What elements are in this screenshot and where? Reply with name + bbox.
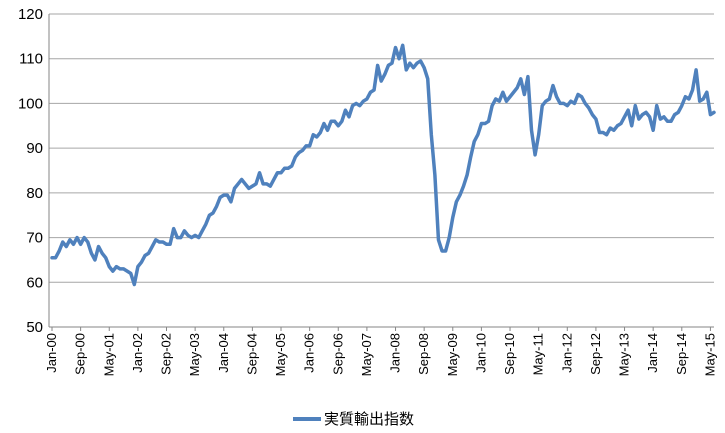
x-tick-label: Jan-00 (44, 333, 59, 373)
x-tick-label: Jan-04 (216, 333, 231, 373)
gridlines (49, 13, 714, 283)
y-tick-label: 60 (26, 274, 43, 291)
x-tick-label: May-09 (445, 333, 460, 376)
y-tick-label: 110 (19, 51, 43, 68)
x-tick-label: Sep-06 (330, 333, 345, 375)
legend-label: 実質輸出指数 (324, 410, 414, 428)
x-tick-label: Sep-00 (73, 333, 88, 375)
legend: 実質輸出指数 (293, 410, 414, 428)
series-layer (50, 43, 716, 287)
x-tick-label: May-15 (702, 333, 717, 376)
x-tick-label: Jan-12 (559, 333, 574, 373)
x-axis-tick-labels: Jan-00 Sep-00 May-01 Jan-02 Sep-02 May-03 Jan-… (44, 333, 717, 376)
x-tick-label: May-05 (273, 333, 288, 376)
x-tick-label: Jan-08 (388, 333, 403, 373)
x-tick-label: Jan-02 (130, 333, 145, 373)
x-tick-label: Sep-14 (674, 333, 689, 375)
y-tick-label: 80 (26, 185, 43, 202)
x-tick-label: Sep-08 (416, 333, 431, 375)
x-tick-label: Sep-10 (502, 333, 517, 375)
y-tick-label: 90 (26, 140, 43, 157)
x-tick-label: May-13 (617, 333, 632, 376)
x-tick-label: Sep-04 (244, 333, 259, 375)
x-tick-label: Sep-02 (159, 333, 174, 375)
y-tick-label: 100 (18, 95, 43, 112)
x-tick-label: May-07 (359, 333, 374, 376)
x-tick-label: Jan-10 (473, 333, 488, 373)
x-tick-label: Jan-06 (302, 333, 317, 373)
series-line (50, 43, 716, 287)
y-tick-label: 70 (26, 230, 43, 247)
y-tick-label: 120 (18, 6, 43, 23)
x-tick-label: May-01 (101, 333, 116, 376)
axes (48, 14, 714, 331)
y-axis-tick-labels: 50 60 70 80 90 100 110 120 (18, 6, 43, 336)
x-tick-label: May-03 (187, 333, 202, 376)
x-tick-label: Jan-14 (645, 333, 660, 373)
x-tick-label: Sep-12 (588, 333, 603, 375)
x-tick-label: May-11 (531, 333, 546, 375)
y-tick-label: 50 (26, 319, 43, 336)
